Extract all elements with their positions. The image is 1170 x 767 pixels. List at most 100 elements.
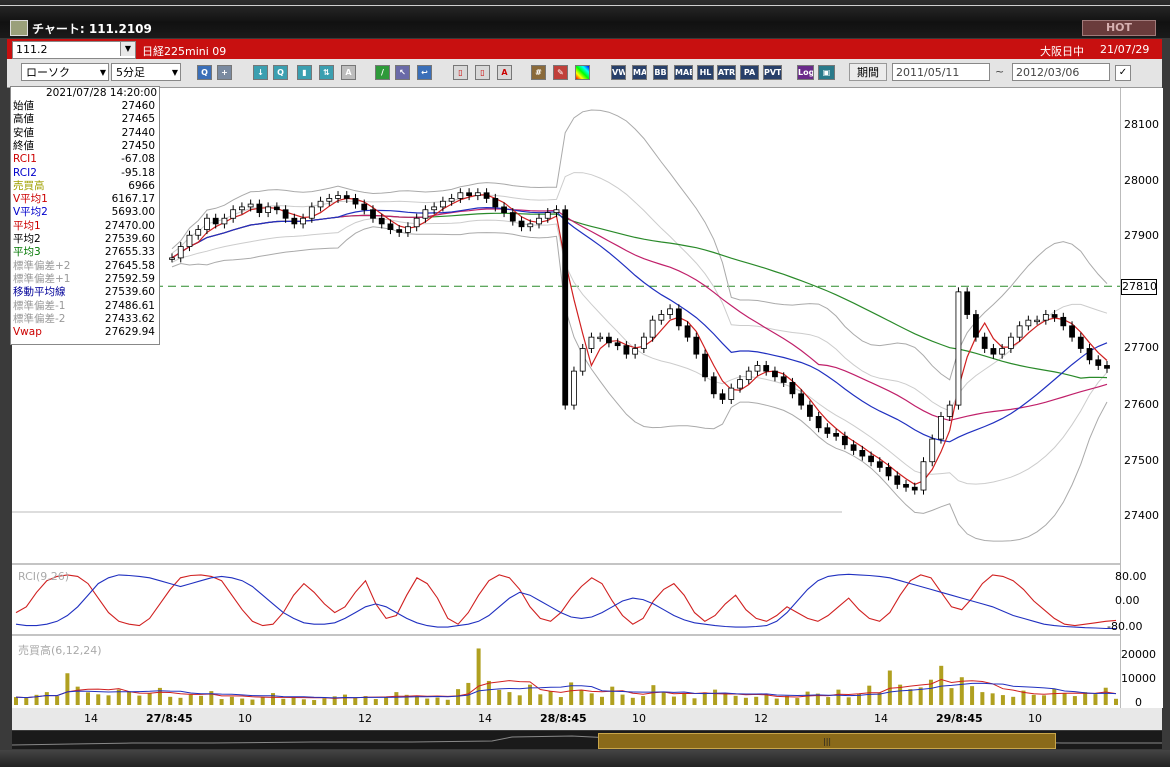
candle-a-icon[interactable]: ▯ — [453, 65, 468, 80]
chart-type-select[interactable]: ローソク ▼ — [21, 63, 109, 81]
volume-bar — [497, 689, 502, 705]
info-row: 標準偏差+2 27645.58 — [13, 260, 157, 273]
volume-bar — [671, 696, 676, 705]
zoom-icon[interactable]: Q — [197, 65, 212, 80]
candle-body — [335, 195, 341, 199]
candle-b-icon[interactable]: ▯ — [475, 65, 490, 80]
volume-bar — [312, 700, 317, 705]
scrollbar-thumb[interactable]: ||| — [598, 733, 1056, 749]
candle-body — [684, 325, 691, 338]
candle-body — [841, 435, 848, 446]
para-button[interactable]: PA — [740, 65, 759, 80]
export-icon[interactable]: ▣ — [818, 65, 835, 80]
price-tick: 27400 — [1124, 509, 1159, 522]
bb-button[interactable]: BB — [653, 65, 668, 80]
symbol-input[interactable] — [12, 41, 136, 59]
crosshair-icon[interactable]: + — [217, 65, 232, 80]
candle-body — [772, 370, 778, 378]
info-label: RCI1 — [13, 153, 37, 166]
volume-bar — [846, 697, 851, 705]
hl-button[interactable]: HL — [697, 65, 714, 80]
volume-bar — [1103, 687, 1108, 705]
volume-bar — [507, 692, 512, 705]
volume-bar — [65, 673, 70, 705]
volume-bar — [106, 695, 111, 705]
time-label: 14 — [874, 712, 888, 725]
color-tool-icon[interactable]: ✎ — [553, 65, 568, 80]
time-label: 10 — [632, 712, 646, 725]
time-label: 12 — [754, 712, 768, 725]
info-value: -95.18 — [121, 166, 155, 179]
candle-body — [396, 229, 403, 233]
volume-bar — [898, 684, 903, 705]
interval-select[interactable]: 5分足 ▼ — [111, 63, 181, 81]
candle-body — [536, 217, 542, 225]
log-button[interactable]: Log — [797, 65, 814, 80]
period-button[interactable]: 期間 — [849, 63, 887, 81]
volume-bar — [754, 696, 759, 705]
arrow-icon[interactable]: ↩ — [417, 65, 432, 80]
rci-line-2 — [15, 573, 1116, 630]
chart-area[interactable] — [12, 88, 1120, 708]
info-label: Vwap — [13, 326, 42, 339]
volume-bar — [826, 697, 831, 705]
bar-chart-icon[interactable]: ▮ — [297, 65, 312, 80]
candle-body — [929, 438, 936, 463]
volume-bar — [301, 699, 306, 705]
candle-body — [230, 209, 237, 219]
volume-bar — [538, 694, 543, 705]
hot-button[interactable]: HOT — [1082, 20, 1156, 36]
volume-bar — [85, 692, 90, 705]
volume-bar — [1062, 693, 1067, 705]
volume-bar — [96, 694, 101, 705]
volume-bar — [1031, 694, 1036, 705]
volume-tick: 10000 — [1121, 672, 1156, 685]
candle-body — [370, 209, 376, 219]
pvt-button[interactable]: PVT — [763, 65, 782, 80]
pencil-icon[interactable]: / — [375, 65, 390, 80]
candle-body — [728, 387, 735, 400]
vwap-button[interactable]: VW — [611, 65, 626, 80]
atr-button[interactable]: ATR — [717, 65, 736, 80]
ma-button[interactable]: MA — [632, 65, 647, 80]
candle-body — [754, 365, 761, 372]
candle-body — [675, 308, 682, 327]
volume-bar — [1114, 698, 1118, 705]
text-tool-icon[interactable]: A — [341, 65, 356, 80]
all-icon[interactable]: A — [497, 65, 512, 80]
volume-bar — [1052, 688, 1057, 705]
info-value: 5693.00 — [111, 206, 155, 219]
checkbox-icon[interactable]: ✓ — [1115, 65, 1131, 81]
grid-icon[interactable]: # — [531, 65, 546, 80]
price-tick: 27600 — [1124, 398, 1159, 411]
volume-bar — [127, 691, 132, 705]
mae-button[interactable]: MAE — [674, 65, 693, 80]
info-row: 平均2 27539.60 — [13, 233, 157, 246]
symbol-bar — [7, 39, 1162, 59]
bb-lower2-line — [171, 226, 1108, 542]
volume-bar — [939, 665, 944, 705]
candle-body — [658, 314, 665, 321]
palette-icon[interactable] — [575, 65, 590, 80]
cursor-icon[interactable]: ↖ — [395, 65, 410, 80]
trade-arrows-icon[interactable]: ⇅ — [319, 65, 334, 80]
down-arrow-icon[interactable]: ↓ — [253, 65, 268, 80]
date-from-input[interactable]: 2011/05/11 — [892, 63, 990, 81]
info-value: 27440 — [121, 126, 155, 139]
candle-body — [195, 229, 202, 236]
candle-body — [859, 450, 866, 457]
candle-body — [1007, 336, 1014, 349]
volume-bar — [1083, 692, 1088, 705]
volume-bar — [877, 692, 882, 705]
symbol-dropdown-arrow-icon[interactable]: ▼ — [120, 42, 135, 56]
candle-body — [640, 336, 647, 349]
info-value: 27465 — [121, 113, 155, 126]
volume-bar — [394, 692, 399, 705]
candle-body — [588, 336, 595, 349]
candle-body — [614, 342, 621, 347]
volume-bar — [137, 695, 142, 705]
date-to-input[interactable]: 2012/03/06 — [1012, 63, 1110, 81]
market-status: 大阪日中 — [1040, 45, 1084, 58]
volume-bar — [229, 696, 234, 705]
search-chart-icon[interactable]: Q — [273, 65, 288, 80]
